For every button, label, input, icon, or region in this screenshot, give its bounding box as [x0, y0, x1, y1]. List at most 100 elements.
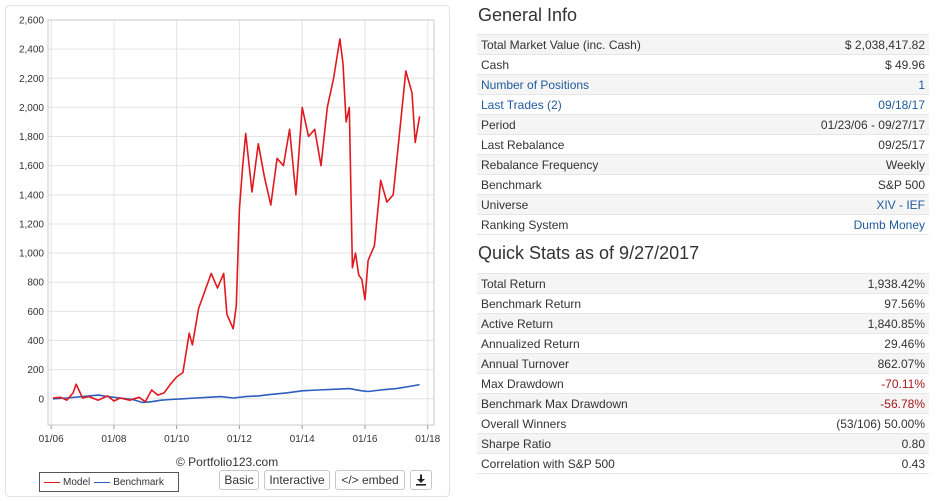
- quick-stats-table: Total Return 1,938.42% Benchmark Return …: [477, 273, 929, 474]
- x-tick-label: 01/18: [415, 434, 440, 445]
- row-label: Period: [477, 114, 748, 135]
- series-line-benchmark: [52, 383, 420, 404]
- table-row: Correlation with S&P 500 0.43: [477, 453, 929, 474]
- series-line-model: [52, 38, 421, 403]
- legend-item-model[interactable]: Model: [44, 477, 90, 488]
- general-info-title: General Info: [478, 5, 578, 25]
- performance-chart: 0 200 400 600 800 1,000 1,200 1,400 1,600 1,800 2,…: [19, 16, 441, 446]
- last-trades-link[interactable]: Last Trades (2): [477, 94, 748, 115]
- row-value: 0.43: [755, 453, 929, 474]
- y-tick-label: 0: [38, 394, 44, 405]
- table-row: Total Return 1,938.42%: [477, 273, 929, 294]
- x-tick-label: 01/16: [352, 434, 377, 445]
- table-row: Annual Turnover 862.07%: [477, 353, 929, 374]
- y-tick-label: 2,600: [19, 16, 44, 27]
- row-value: 862.07%: [755, 353, 929, 374]
- download-icon: [416, 474, 426, 486]
- row-label: Rebalance Frequency: [477, 154, 748, 175]
- row-value: -70.11%: [755, 373, 929, 394]
- y-tick-label: 2,400: [19, 45, 44, 56]
- x-tick-label: 01/14: [290, 434, 315, 445]
- number-of-positions-link[interactable]: Number of Positions: [477, 74, 748, 95]
- y-tick-label: 1,800: [19, 132, 44, 143]
- table-row: Number of Positions 1: [477, 74, 929, 95]
- table-row: Sharpe Ratio 0.80: [477, 433, 929, 454]
- table-row: Cash $ 49.96: [477, 54, 929, 75]
- table-row: Universe XIV - IEF: [477, 194, 929, 215]
- row-label: Correlation with S&P 500: [477, 453, 756, 474]
- row-value: 09/25/17: [748, 134, 929, 155]
- y-tick-label: 2,200: [19, 74, 44, 85]
- row-value: (53/106) 50.00%: [755, 413, 929, 434]
- x-tick-label: 01/10: [164, 434, 189, 445]
- y-tick-label: 1,400: [19, 190, 44, 201]
- download-button[interactable]: [410, 470, 432, 490]
- x-tick-label: 01/08: [101, 434, 126, 445]
- ranking-system-link[interactable]: Dumb Money: [748, 214, 929, 235]
- y-tick-label: 600: [27, 307, 44, 318]
- basic-button[interactable]: Basic: [219, 470, 259, 490]
- y-tick-label: 1,000: [19, 249, 44, 260]
- number-of-positions-value-link[interactable]: 1: [748, 74, 929, 95]
- legend-label-model: Model: [63, 476, 91, 488]
- row-value: $ 2,038,417.82: [748, 34, 929, 55]
- y-tick-label: 400: [27, 336, 44, 347]
- row-label: Ranking System: [477, 214, 748, 235]
- row-value: -56.78%: [755, 393, 929, 414]
- row-label: Benchmark Max Drawdown: [477, 393, 756, 414]
- y-tick-label: 800: [27, 278, 44, 289]
- legend-item-benchmark[interactable]: Benchmark: [94, 477, 164, 488]
- row-label: Annualized Return: [477, 333, 756, 354]
- plot-area-border: [47, 19, 435, 426]
- universe-link[interactable]: XIV - IEF: [748, 194, 929, 215]
- y-tick-label: 2,000: [19, 103, 44, 114]
- table-row: Benchmark Return 97.56%: [477, 293, 929, 314]
- table-row: Active Return 1,840.85%: [477, 313, 929, 334]
- table-row: Annualized Return 29.46%: [477, 333, 929, 354]
- row-label: Max Drawdown: [477, 373, 756, 394]
- row-label: Active Return: [477, 313, 756, 334]
- row-value: 97.56%: [755, 293, 929, 314]
- row-value: 1,840.85%: [755, 313, 929, 334]
- row-value: 29.46%: [755, 333, 929, 354]
- table-row: Rebalance Frequency Weekly: [477, 154, 929, 175]
- y-tick-label: 1,600: [19, 161, 44, 172]
- row-label: Universe: [477, 194, 748, 215]
- table-row: Overall Winners (53/106) 50.00%: [477, 413, 929, 434]
- legend-swatch-benchmark: [94, 481, 111, 483]
- x-tick-label: 01/12: [227, 434, 252, 445]
- row-label: Last Rebalance: [477, 134, 748, 155]
- row-value: 01/23/06 - 09/27/17: [748, 114, 929, 135]
- chart-legend: Model Benchmark: [39, 472, 179, 492]
- row-label: Annual Turnover: [477, 353, 756, 374]
- general-info-table: Total Market Value (inc. Cash) $ 2,038,4…: [477, 34, 929, 235]
- y-tick-label: 1,200: [19, 219, 44, 230]
- row-value: 0.80: [755, 433, 929, 454]
- y-tick-label: 200: [27, 365, 44, 376]
- row-label: Benchmark Return: [477, 293, 756, 314]
- table-row: Last Rebalance 09/25/17: [477, 134, 929, 155]
- row-label: Total Market Value (inc. Cash): [477, 34, 748, 55]
- interactive-button[interactable]: Interactive: [264, 470, 330, 490]
- legend-swatch-model: [44, 481, 60, 483]
- row-label: Cash: [477, 54, 748, 75]
- row-value: Weekly: [748, 154, 929, 175]
- row-label: Sharpe Ratio: [477, 433, 756, 454]
- row-label: Benchmark: [477, 174, 748, 195]
- last-trades-date-link[interactable]: 09/18/17: [748, 94, 929, 115]
- row-label: Overall Winners: [477, 413, 756, 434]
- row-label: Total Return: [477, 273, 756, 294]
- chart-panel: 0 200 400 600 800 1,000 1,200 1,400 1,600 1,800 2,…: [5, 5, 450, 497]
- x-tick-label: 01/06: [39, 434, 64, 445]
- table-row: Max Drawdown -70.11%: [477, 373, 929, 394]
- table-row: Last Trades (2) 09/18/17: [477, 94, 929, 115]
- table-row: Benchmark Max Drawdown -56.78%: [477, 393, 929, 414]
- legend-label-benchmark: Benchmark: [113, 476, 164, 488]
- row-value: $ 49.96: [748, 54, 929, 75]
- row-value: 1,938.42%: [755, 273, 929, 294]
- table-row: Ranking System Dumb Money: [477, 214, 929, 235]
- copyright-text: © Portfolio123.com: [176, 455, 279, 469]
- embed-button[interactable]: </> embed: [335, 470, 405, 490]
- table-row: Period 01/23/06 - 09/27/17: [477, 114, 929, 135]
- row-value: S&P 500: [748, 174, 929, 195]
